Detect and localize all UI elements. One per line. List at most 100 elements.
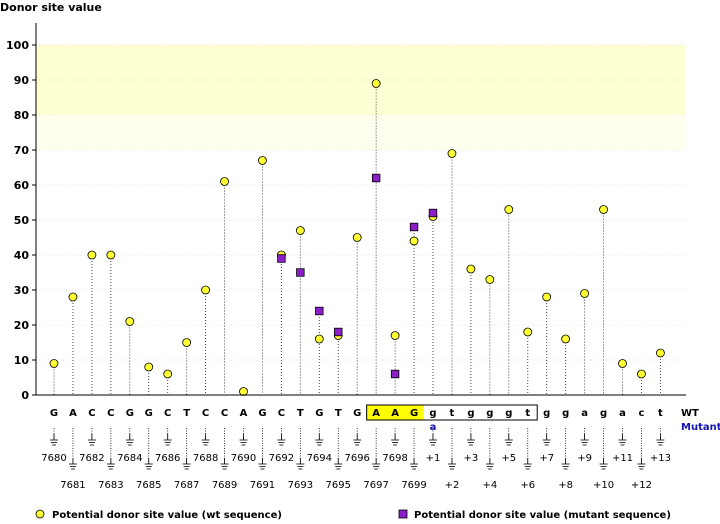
position-label: 7683	[98, 480, 123, 491]
wt-point	[68, 292, 78, 302]
wt-point	[447, 149, 457, 158]
position-label: 7680	[41, 453, 66, 464]
y-tick-label: 100	[6, 39, 29, 52]
sequence-letter: C	[221, 408, 228, 419]
position-label: 7690	[231, 453, 256, 464]
mutant-row-label: Mutant	[681, 422, 720, 433]
y-tick-label: 0	[21, 389, 29, 402]
position-label: 7681	[60, 480, 85, 491]
mutant-point	[390, 369, 400, 379]
y-tick-label: 50	[14, 214, 30, 227]
wt-point	[201, 285, 211, 295]
wt-point	[561, 334, 571, 344]
sequence-letter: g	[600, 408, 607, 419]
position-label: +4	[482, 480, 497, 491]
wt-row-label: WT	[681, 408, 699, 419]
wt-point	[220, 177, 229, 186]
sequence-letter: A	[391, 408, 399, 419]
position-label: 7697	[363, 480, 388, 491]
mutant-point	[315, 306, 324, 316]
position-label: +5	[501, 453, 516, 464]
sequence-letter: G	[410, 408, 418, 419]
sequence-letter: G	[353, 408, 361, 419]
position-label: 7696	[344, 453, 369, 464]
sequence-letter: t	[658, 408, 663, 419]
sequence-letter: c	[638, 408, 644, 419]
y-tick-label: 10	[14, 354, 30, 367]
position-label: 7693	[288, 480, 313, 491]
position-label: +13	[650, 453, 671, 464]
sequence-letter: A	[372, 408, 380, 419]
wt-point	[637, 369, 646, 379]
wt-point	[314, 334, 324, 344]
position-label: +3	[464, 453, 479, 464]
donor-site-box	[366, 404, 538, 421]
sequence-letter: G	[315, 408, 323, 419]
sequence-letter: g	[505, 408, 512, 419]
y-tick-label: 90	[14, 74, 30, 87]
wt-point	[504, 205, 514, 214]
sequence-letter: C	[88, 408, 95, 419]
mutant-point	[334, 327, 343, 337]
sequence-letter: C	[164, 408, 171, 419]
legend-wt-marker	[35, 509, 45, 519]
position-label: +11	[612, 453, 633, 464]
sequence-letter: T	[335, 408, 342, 419]
wt-point	[106, 250, 116, 260]
position-label: +12	[631, 480, 652, 491]
position-label: 7698	[382, 453, 407, 464]
position-label: 7695	[326, 480, 351, 491]
position-label: +7	[539, 453, 554, 464]
wt-point	[352, 233, 362, 242]
mutant-point	[296, 268, 305, 277]
sequence-letter: C	[202, 408, 209, 419]
wt-point	[182, 338, 192, 347]
wt-point	[466, 264, 476, 274]
mutant-point	[409, 222, 419, 232]
wt-point	[580, 289, 589, 298]
y-tick-label: 30	[14, 284, 30, 297]
exon-highlight	[366, 405, 424, 420]
sequence-letter: G	[50, 408, 58, 419]
sequence-letter: A	[69, 408, 77, 419]
sequence-letter: T	[297, 408, 304, 419]
wt-point	[163, 369, 173, 379]
sequence-letter: G	[126, 408, 134, 419]
mutant-letter: a	[430, 422, 437, 433]
position-label: 7691	[250, 480, 275, 491]
wt-point	[371, 79, 381, 88]
sequence-letter: A	[240, 408, 248, 419]
sequence-letter: T	[183, 408, 190, 419]
wt-point	[258, 156, 267, 165]
wt-point	[618, 359, 627, 368]
y-tick-label: 20	[14, 319, 30, 332]
sequence-letter: g	[467, 408, 474, 419]
position-label: 7688	[193, 453, 218, 464]
mutant-point	[428, 208, 438, 218]
sequence-letter: t	[450, 408, 455, 419]
mutant-point	[277, 254, 286, 263]
position-label: +1	[426, 453, 441, 464]
sequence-letter: a	[581, 408, 588, 419]
y-axis-title: Donor site value	[0, 1, 102, 14]
sequence-letter: G	[145, 408, 153, 419]
wt-point	[125, 317, 135, 326]
sequence-letter: t	[525, 408, 530, 419]
position-label: 7686	[155, 453, 180, 464]
position-label: 7684	[117, 453, 142, 464]
y-tick-label: 40	[14, 249, 30, 262]
mutant-point	[371, 173, 381, 183]
position-label: +6	[520, 480, 535, 491]
sequence-letter: C	[278, 408, 285, 419]
position-label: +2	[445, 480, 460, 491]
sequence-letter: G	[258, 408, 266, 419]
wt-point	[523, 327, 533, 337]
wt-point	[144, 362, 154, 372]
legend-mutant-marker	[398, 509, 408, 519]
wt-point	[390, 331, 400, 340]
wt-point	[599, 205, 608, 214]
position-label: 7699	[401, 480, 426, 491]
wt-point	[542, 292, 552, 302]
sequence-letter: g	[543, 408, 550, 419]
